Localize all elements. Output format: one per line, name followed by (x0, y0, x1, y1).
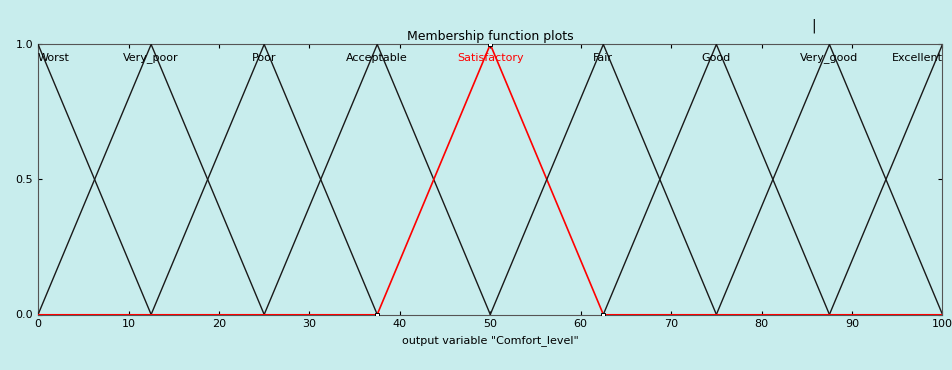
Text: Very_good: Very_good (801, 53, 859, 63)
Text: |: | (812, 18, 816, 33)
Text: Worst: Worst (38, 53, 69, 63)
Text: Good: Good (702, 53, 731, 63)
Text: Very_poor: Very_poor (124, 53, 179, 63)
Text: Acceptable: Acceptable (347, 53, 408, 63)
Text: Satisfactory: Satisfactory (457, 53, 524, 63)
X-axis label: output variable "Comfort_level": output variable "Comfort_level" (402, 335, 579, 346)
Text: Excellent: Excellent (891, 53, 942, 63)
Text: Poor: Poor (252, 53, 276, 63)
Title: Membership function plots: Membership function plots (407, 30, 574, 43)
Text: Fair: Fair (593, 53, 613, 63)
